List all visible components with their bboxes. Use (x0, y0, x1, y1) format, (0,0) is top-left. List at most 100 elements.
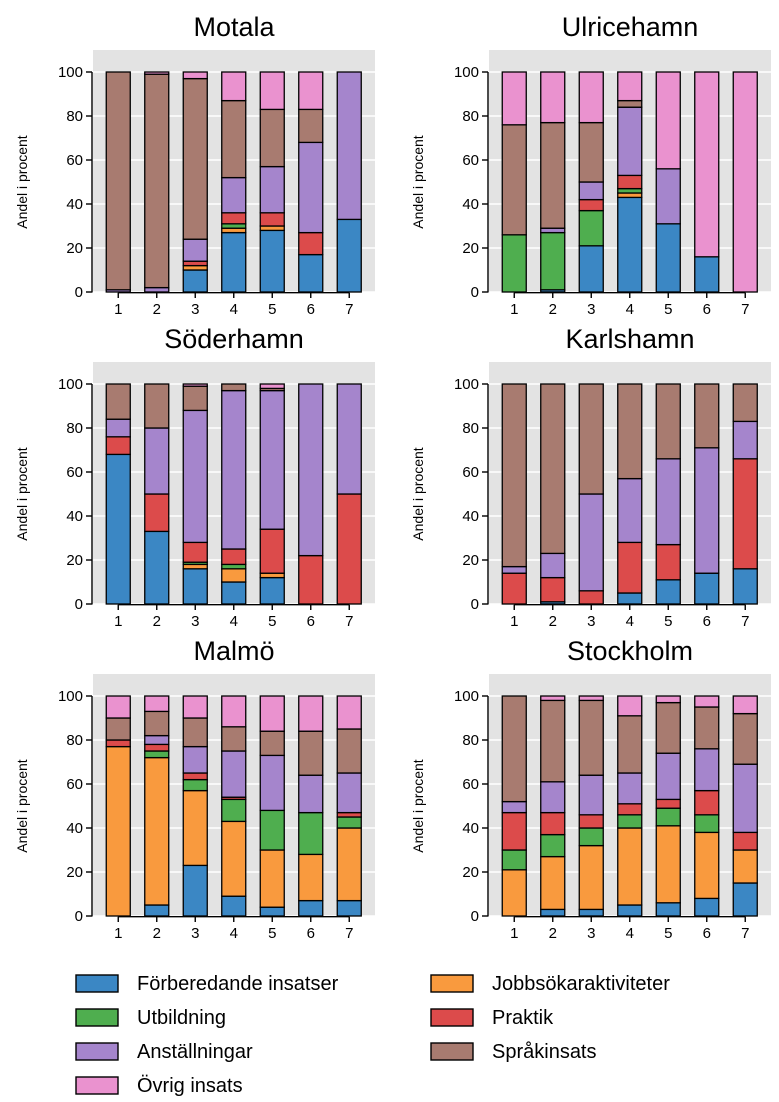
bar-segment-sprakinsats (501, 124, 527, 236)
bar-4 (617, 71, 643, 293)
y-tick-label: 20 (462, 552, 479, 569)
x-tick-label: 2 (549, 925, 557, 942)
bar-segment-utbildning (655, 807, 681, 827)
bar-segment-jobbsok (182, 789, 208, 867)
bar-segment-anstallningar (501, 800, 527, 814)
y-axis-title: Andel i procent (410, 447, 426, 541)
y-tick-label: 40 (462, 820, 479, 837)
bar-segment-forberedande (144, 904, 170, 917)
bar-segment-anstallningar (732, 763, 758, 834)
bar-1 (501, 383, 527, 605)
legend-swatch (75, 974, 119, 993)
bar-1 (501, 71, 527, 293)
bar-segment-ovrig (105, 695, 131, 719)
bar-segment-sprakinsats (298, 108, 324, 144)
bar-segment-jobbsok (540, 855, 566, 911)
bar-6 (298, 71, 324, 293)
bar-2 (540, 71, 566, 293)
bar-segment-forberedande (259, 906, 285, 917)
bar-segment-forberedande (617, 904, 643, 917)
x-tick-label: 7 (345, 613, 353, 630)
bar-3 (578, 71, 604, 293)
bar-segment-ovrig (578, 71, 604, 124)
y-axis-title: Andel i procent (14, 135, 30, 229)
panel-soderhamn: Söderhamn 0 20 40 60 80 100 Andel i procent 1 2 3 4… (14, 324, 375, 630)
bar-3 (182, 695, 208, 917)
y-tick-label: 100 (58, 688, 83, 705)
bar-segment-jobbsok (732, 849, 758, 884)
bar-segment-utbildning (144, 750, 170, 759)
y-tick-label: 60 (462, 152, 479, 169)
bar-segment-praktik (617, 174, 643, 190)
bar-segment-sprakinsats (617, 383, 643, 480)
bar-segment-ovrig (144, 71, 170, 75)
bar-segment-praktik (298, 554, 324, 605)
bar-segment-jobbsok (617, 827, 643, 906)
bar-segment-praktik (501, 572, 527, 605)
x-tick-label: 1 (510, 613, 518, 630)
bar-segment-jobbsok (221, 227, 247, 234)
bar-segment-anstallningar (221, 389, 247, 550)
legend-item-forberedande: Förberedande insatser (75, 973, 339, 995)
y-tick-label: 80 (66, 420, 83, 437)
bar-4 (221, 383, 247, 605)
x-tick-label: 1 (114, 925, 122, 942)
x-tick-label: 7 (741, 613, 749, 630)
bar-segment-praktik (578, 814, 604, 829)
bar-segment-anstallningar (694, 748, 720, 792)
bar-segment-ovrig (617, 695, 643, 717)
bar-segment-sprakinsats (221, 99, 247, 179)
bar-4 (617, 695, 643, 917)
x-tick-label: 3 (191, 925, 199, 942)
bar-segment-anstallningar (336, 71, 362, 221)
legend-swatch (430, 974, 474, 993)
bar-segment-sprakinsats (540, 699, 566, 783)
x-tick-label: 2 (153, 301, 161, 318)
bar-1 (105, 695, 131, 917)
bar-segment-sprakinsats (105, 717, 131, 741)
x-tick-label: 1 (114, 301, 122, 318)
legend-label: Språkinsats (492, 1041, 597, 1063)
bar-segment-ovrig (578, 695, 604, 702)
bar-segment-anstallningar (182, 238, 208, 262)
bar-segment-ovrig (298, 695, 324, 732)
x-tick-label: 3 (587, 925, 595, 942)
x-tick-label: 5 (268, 613, 276, 630)
bar-segment-jobbsok (298, 853, 324, 902)
y-tick-label: 60 (66, 464, 83, 481)
panel-stockholm: Stockholm 0 20 40 60 80 100 Andel i procent 1 2 3 4… (410, 636, 771, 942)
y-tick-label: 80 (462, 732, 479, 749)
bar-4 (617, 383, 643, 605)
bar-segment-anstallningar (259, 165, 285, 214)
bar-segment-praktik (501, 811, 527, 851)
bar-6 (298, 695, 324, 917)
bar-segment-ovrig (259, 695, 285, 732)
bar-segment-praktik (694, 789, 720, 816)
bar-segment-anstallningar (578, 181, 604, 201)
bar-segment-anstallningar (540, 227, 566, 234)
y-axis-title: Andel i procent (14, 759, 30, 853)
bar-segment-praktik (259, 528, 285, 574)
x-tick-label: 6 (703, 925, 711, 942)
bar-segment-forberedande (655, 223, 681, 293)
bar-segment-anstallningar (336, 772, 362, 814)
bar-segment-utbildning (540, 833, 566, 858)
y-tick-label: 40 (66, 820, 83, 837)
bar-segment-anstallningar (578, 774, 604, 816)
x-tick-label: 4 (230, 301, 238, 318)
bar-segment-utbildning (617, 814, 643, 829)
bar-5 (259, 383, 285, 605)
bar-segment-ovrig (655, 71, 681, 170)
bar-segment-forberedande (298, 253, 324, 293)
bar-segment-anstallningar (298, 774, 324, 814)
x-tick-label: 2 (153, 925, 161, 942)
bar-segment-ovrig (298, 71, 324, 111)
bar-segment-ovrig (182, 71, 208, 80)
bar-segment-jobbsok (655, 825, 681, 904)
bar-segment-ovrig (221, 71, 247, 102)
bar-segment-utbildning (259, 809, 285, 851)
bar-segment-anstallningar (732, 420, 758, 460)
bar-segment-ovrig (144, 695, 170, 713)
bar-segment-utbildning (578, 827, 604, 847)
bar-segment-praktik (540, 811, 566, 836)
